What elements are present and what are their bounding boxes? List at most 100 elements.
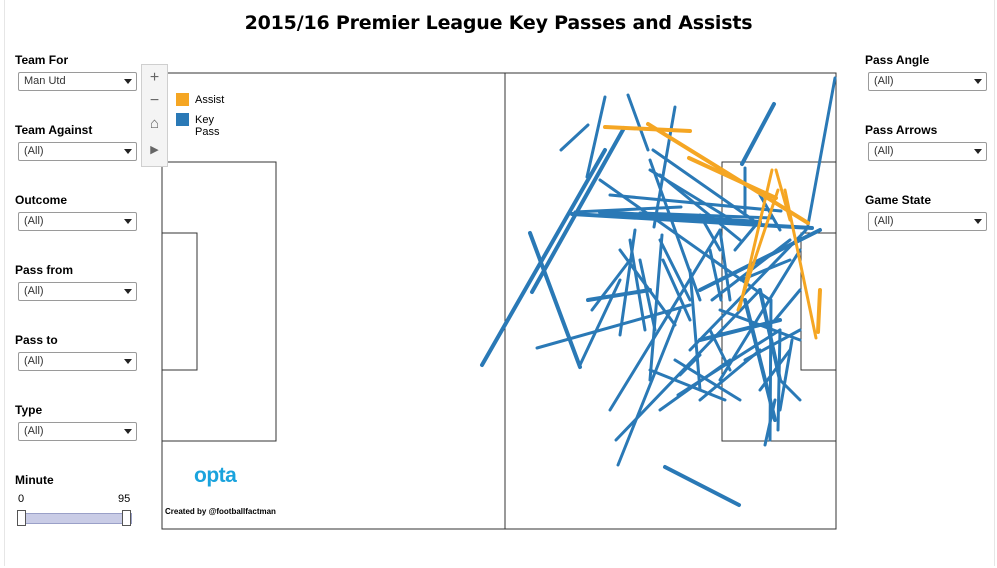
chevron-down-icon (124, 219, 132, 224)
home-icon[interactable]: ⌂ (149, 115, 160, 132)
key-pass-line[interactable] (678, 353, 702, 377)
key-pass-line[interactable] (648, 368, 727, 402)
key-pass-line[interactable] (740, 102, 776, 166)
minute-min-value: 0 (18, 493, 25, 505)
key-pass-line[interactable] (758, 348, 792, 392)
legend-label: Key Pass (195, 114, 220, 138)
filter-pass-to: Pass to (All) (15, 333, 137, 371)
assist-line[interactable] (816, 288, 822, 334)
filter-label: Outcome (15, 193, 68, 207)
chevron-down-icon (974, 149, 982, 154)
opta-logo: opta (194, 464, 237, 487)
assist-line[interactable] (687, 156, 778, 200)
pass-to-dropdown[interactable]: (All) (18, 352, 137, 371)
type-dropdown[interactable]: (All) (18, 422, 137, 441)
zoom-in-icon[interactable]: + (149, 69, 160, 86)
key-pass-line[interactable] (616, 308, 682, 467)
minute-slider-max-handle[interactable] (122, 510, 131, 526)
key-pass-line[interactable] (763, 398, 777, 447)
play-icon[interactable]: ▶ (150, 144, 159, 156)
key-pass-line[interactable] (618, 228, 637, 337)
key-pass-line[interactable] (708, 248, 723, 302)
pass-angle-dropdown[interactable]: (All) (868, 72, 987, 91)
dropdown-value: (All) (874, 145, 894, 157)
assist-line[interactable] (783, 188, 818, 340)
game-state-dropdown[interactable]: (All) (868, 212, 987, 231)
key-pass-line[interactable] (658, 238, 692, 302)
key-pass-line[interactable] (663, 465, 741, 507)
key-pass-line[interactable] (698, 213, 722, 252)
key-pass-line[interactable] (776, 328, 782, 432)
filter-team-against: Team Against (All) (15, 123, 137, 161)
assist-line[interactable] (646, 122, 810, 225)
key-pass-line[interactable] (743, 328, 802, 362)
key-pass-line[interactable] (661, 258, 692, 322)
chevron-down-icon (124, 359, 132, 364)
filter-type: Type (All) (15, 403, 137, 441)
key-pass-line[interactable] (708, 328, 732, 372)
left-six-yard-box (161, 232, 198, 371)
outcome-dropdown[interactable]: (All) (18, 212, 137, 231)
filter-label: Pass to (15, 333, 58, 347)
right-six-yard-box (800, 232, 837, 371)
filter-outcome: Outcome (All) (15, 193, 137, 231)
zoom-out-icon[interactable]: − (149, 92, 160, 109)
pass-from-dropdown[interactable]: (All) (18, 282, 137, 301)
assist-line[interactable] (736, 188, 780, 312)
dashboard-frame (4, 0, 995, 566)
key-pass-line[interactable] (718, 228, 732, 302)
chevron-down-icon (124, 79, 132, 84)
chevron-down-icon (124, 289, 132, 294)
dropdown-value: (All) (24, 425, 44, 437)
chevron-down-icon (124, 149, 132, 154)
dropdown-value: (All) (24, 285, 44, 297)
key-pass-line[interactable] (698, 228, 822, 292)
filter-game-state: Game State (All) (865, 193, 987, 231)
key-pass-line[interactable] (578, 278, 622, 367)
dropdown-value: (All) (874, 215, 894, 227)
dropdown-value: (All) (874, 75, 894, 87)
pass-arrows-dropdown[interactable]: (All) (868, 142, 987, 161)
key-pass-line[interactable] (648, 233, 664, 382)
filter-label: Team For (15, 53, 69, 67)
pitch-markings (161, 72, 837, 530)
assist-line[interactable] (603, 125, 692, 133)
key-pass-line[interactable] (559, 123, 590, 152)
key-pass-line[interactable] (658, 173, 742, 242)
left-penalty-box (161, 161, 277, 442)
key-pass-line[interactable] (628, 238, 647, 332)
key-pass-swatch (176, 113, 189, 126)
legend-label: Assist (195, 94, 225, 106)
key-pass-line[interactable] (638, 258, 657, 332)
key-pass-line[interactable] (778, 338, 794, 412)
assist-line[interactable] (774, 168, 792, 222)
minute-slider-min-handle[interactable] (17, 510, 26, 526)
key-pass-line[interactable] (688, 268, 702, 392)
chevron-down-icon (974, 79, 982, 84)
filter-label: Pass Arrows (865, 123, 938, 137)
dropdown-value: (All) (24, 215, 44, 227)
credit-text: Created by @footballfactman (165, 507, 276, 516)
key-pass-line[interactable] (573, 205, 683, 214)
key-pass-line[interactable] (733, 218, 762, 252)
key-pass-line[interactable] (806, 76, 837, 227)
key-pass-line[interactable] (570, 212, 814, 230)
key-pass-line[interactable] (585, 95, 607, 179)
key-pass-line[interactable] (626, 93, 650, 152)
key-pass-line[interactable] (530, 126, 626, 294)
pass-lines (480, 76, 837, 507)
team-for-dropdown[interactable]: Man Utd (18, 72, 137, 91)
team-against-dropdown[interactable]: (All) (18, 142, 137, 161)
key-pass-line[interactable] (676, 328, 782, 397)
key-pass-line[interactable] (590, 258, 632, 312)
key-pass-line[interactable] (608, 228, 722, 412)
key-pass-line[interactable] (651, 148, 755, 222)
map-toolbar: + − ⌂ ▶ (141, 64, 168, 167)
filter-label: Team Against (15, 123, 93, 137)
key-pass-line[interactable] (718, 248, 802, 382)
filter-label: Pass from (15, 263, 74, 277)
key-pass-line[interactable] (528, 231, 582, 369)
key-pass-line[interactable] (773, 288, 802, 322)
key-pass-line[interactable] (480, 148, 607, 367)
